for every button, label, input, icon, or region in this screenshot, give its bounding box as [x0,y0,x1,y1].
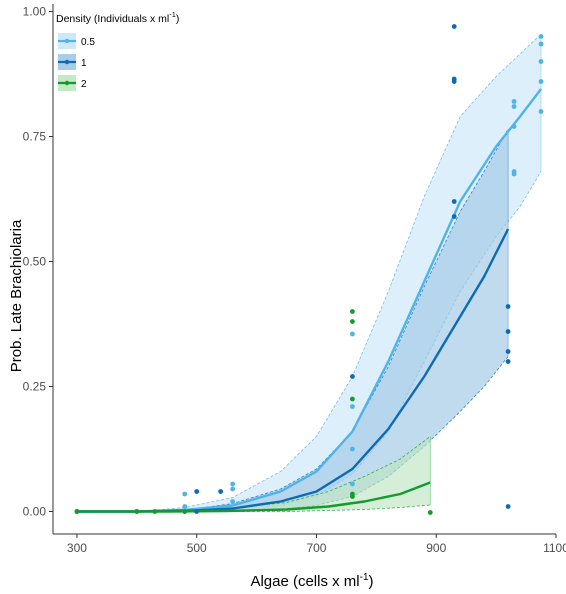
legend-title-main: Density (Individuals x ml [56,13,169,25]
data-point-series-0.5 [538,34,544,39]
lower-ci-line-series-1 [76,356,509,512]
data-point-series-1 [505,359,511,364]
data-point-series-0.5 [511,124,517,129]
y-axis-title: Prob. Late Brachiolaria [8,219,25,372]
data-point-series-1 [505,504,511,509]
data-point-series-2 [74,509,80,514]
y-tick-label: 0.50 [23,255,47,269]
legend-key-point-series-0.5 [64,38,70,44]
data-point-series-0.5 [182,504,188,509]
data-point-series-2 [350,309,355,314]
data-point-series-0.5 [350,446,355,452]
y-tick-label: 0.00 [23,505,47,519]
confidence-bands [76,33,542,512]
legend-key-point-series-2 [64,80,70,86]
data-point-series-1 [451,79,457,84]
confidence-band-series-2 [77,436,431,512]
data-point-series-0.5 [511,104,517,109]
data-point-series-2 [182,509,188,514]
legend-title: Density (Individuals x ml-1) [56,10,179,25]
data-point-series-1 [505,349,511,354]
upper-ci-line-series-1 [76,128,509,512]
upper-ci-line-series-2 [76,436,431,512]
data-point-series-1 [350,374,355,379]
data-point-series-0.5 [511,171,517,177]
data-point-series-0.5 [350,331,355,337]
data-point-series-0.5 [350,404,355,409]
data-point-series-0.5 [230,481,236,487]
data-point-series-0.5 [230,486,236,492]
data-point-series-0.5 [538,79,544,84]
x-axis-title: Algae (cells x ml-1) [250,572,373,590]
x-tick-label: 1100 [543,541,566,555]
y-tick-label: 0.25 [23,380,47,394]
data-point-series-2 [427,510,433,515]
data-point-series-2 [152,509,158,514]
y-tick-label: 1.00 [23,5,47,19]
data-point-series-0.5 [511,99,517,104]
y-axis-ticks: 0.00 0.25 0.50 0.75 1.00 [23,5,53,519]
x-tick-label: 700 [306,541,326,555]
data-points [74,24,544,515]
data-point-series-0.5 [230,499,236,504]
x-axis-title-sup: -1 [360,572,369,583]
data-point-series-0.5 [182,491,188,497]
data-point-series-2 [350,494,355,499]
data-point-series-2 [350,396,355,402]
x-axis-title-close: ) [369,573,374,590]
data-point-series-1 [194,489,200,494]
x-tick-label: 900 [426,541,446,555]
legend-key-point-series-1 [64,59,70,65]
x-tick-label: 300 [67,541,87,555]
legend-label-series-0.5: 0.5 [81,37,95,48]
data-point-series-1 [218,489,224,494]
legend-title-close: ) [176,13,180,25]
data-point-series-0.5 [350,481,355,487]
data-point-series-2 [134,509,140,514]
data-point-series-0.5 [538,59,544,64]
data-point-series-0.5 [538,109,544,114]
legend-label-series-2: 2 [81,79,87,90]
data-point-series-1 [505,304,511,309]
data-point-series-1 [194,509,200,514]
legend: Density (Individuals x ml-1) 0.5 1 2 [56,10,179,91]
x-axis-ticks: 300 500 700 900 1100 [67,534,566,555]
legend-label-series-1: 1 [81,58,87,69]
fitted-line-series-2 [76,481,431,513]
data-point-series-0.5 [538,41,544,47]
data-point-series-1 [451,214,457,219]
confidence-band-series-1 [77,129,509,512]
data-point-series-2 [350,319,355,324]
x-axis-title-main: Algae (cells x ml [250,573,359,590]
data-point-series-1 [451,24,457,29]
x-tick-label: 500 [187,541,207,555]
data-point-series-1 [451,199,457,204]
data-point-series-1 [505,329,511,334]
y-tick-label: 0.75 [23,130,47,144]
lower-ci-line-series-2 [76,504,431,512]
legend-title-sup: -1 [169,10,176,19]
